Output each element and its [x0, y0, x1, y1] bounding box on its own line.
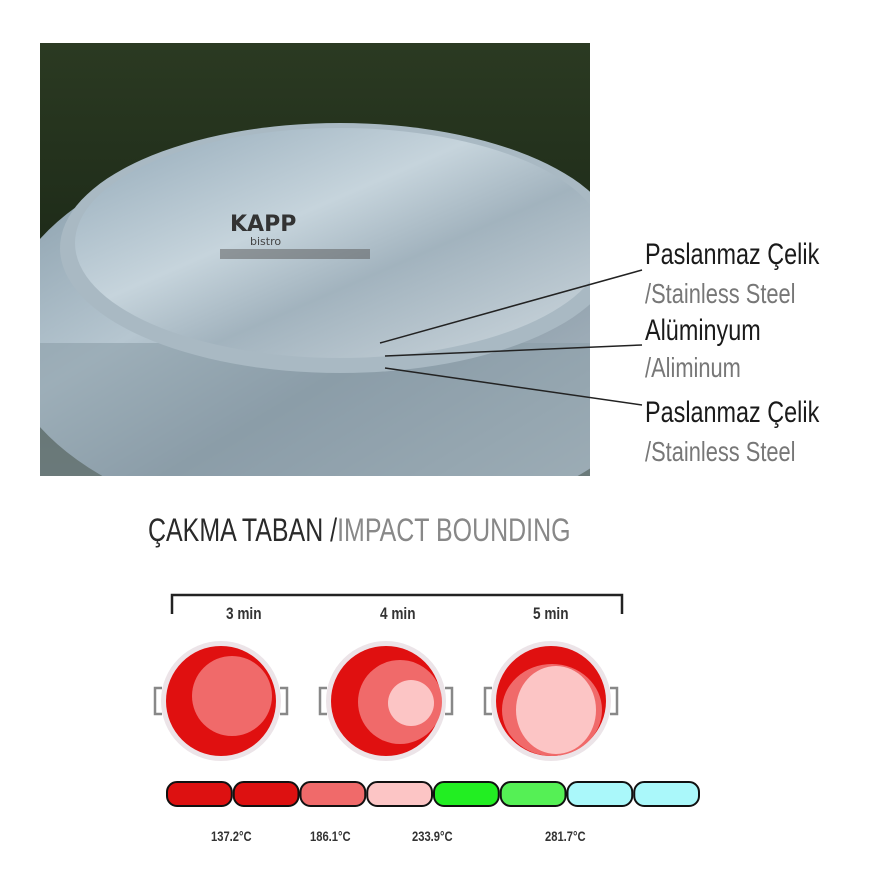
pan-bottom-photo: KAPP bistro	[40, 43, 590, 476]
layer-3-label: Paslanmaz Çelik	[645, 396, 820, 429]
title-tr: ÇAKMA TABAN /	[148, 512, 338, 548]
leader-lines	[379, 269, 643, 406]
temp-label-1: 137.2°C	[211, 828, 252, 844]
temp-label-3: 233.9°C	[412, 828, 453, 844]
layer-1-label: Paslanmaz Çelik	[645, 238, 820, 271]
scale-segment	[633, 781, 700, 807]
pan-3min	[153, 641, 289, 761]
layer-1-translation: /Stainless Steel	[645, 278, 796, 309]
temp-label-2: 186.1°C	[310, 828, 351, 844]
scale-segment	[232, 781, 300, 807]
scale-segment	[299, 781, 367, 807]
scale-segment	[499, 781, 567, 807]
svg-text:bistro: bistro	[250, 235, 281, 248]
time-label-5: 5 min	[533, 604, 569, 623]
section-title: ÇAKMA TABAN /IMPACT BOUNDING	[148, 512, 571, 549]
layer-2-label: Alüminyum	[645, 314, 761, 347]
pan-4min	[318, 641, 454, 761]
title-en: IMPACT BOUNDING	[337, 512, 571, 548]
time-label-4: 4 min	[380, 604, 416, 623]
scale-segment	[433, 781, 500, 807]
scale-segment	[166, 781, 233, 807]
layer-2-translation: /Aliminum	[645, 352, 741, 383]
scale-segment	[366, 781, 433, 807]
time-label-3: 3 min	[226, 604, 262, 623]
scale-segment	[566, 781, 634, 807]
layer-3-translation: /Stainless Steel	[645, 436, 796, 467]
temp-label-4: 281.7°C	[545, 828, 586, 844]
pan-5min	[483, 641, 619, 761]
brand-logo: KAPP	[230, 212, 296, 237]
